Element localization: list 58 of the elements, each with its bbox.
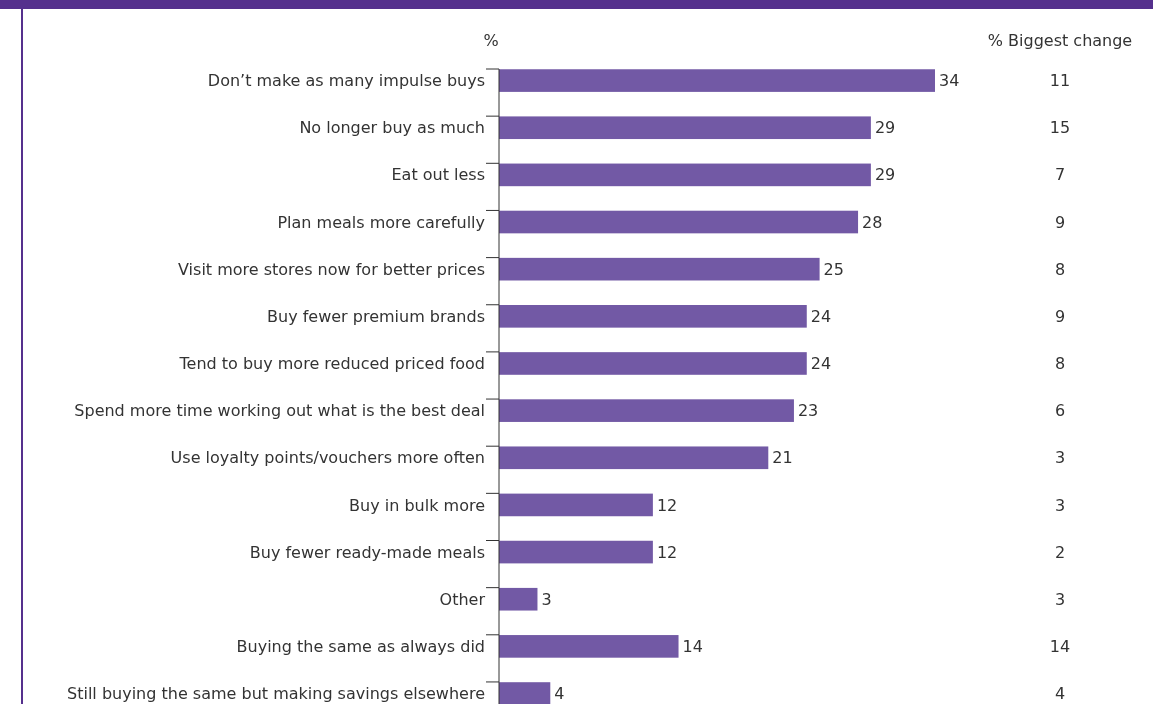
text: 8 <box>1054 259 1066 279</box>
text: 11 <box>1049 71 1071 91</box>
text: 6 <box>1054 401 1066 421</box>
bar <box>499 352 807 375</box>
y-tick-label: Tend to buy more reduced priced food <box>178 354 485 374</box>
data-label: 12 <box>656 542 678 562</box>
text: 9 <box>1054 212 1066 232</box>
y-tick-label: Buying the same as always did <box>236 636 485 656</box>
x-axis-title: % <box>483 30 499 50</box>
y-tick-label: Buy in bulk more <box>349 495 485 515</box>
bar <box>499 587 538 611</box>
data-label: 14 <box>682 636 703 656</box>
data-label: 28 <box>862 212 883 232</box>
text: 15 <box>1049 118 1071 138</box>
text: 3 <box>1054 448 1066 468</box>
data-label: 24 <box>810 306 832 326</box>
bar <box>499 163 871 187</box>
text: 7 <box>1054 165 1066 185</box>
bar <box>499 210 859 234</box>
bar <box>499 305 807 328</box>
text: 9 <box>1054 306 1066 326</box>
data-label: 25 <box>823 259 844 279</box>
data-label: 24 <box>810 354 832 374</box>
data-label: 29 <box>874 118 896 138</box>
bar <box>499 399 794 422</box>
y-tick-label: No longer buy as much <box>299 118 485 138</box>
y-tick-label: Visit more stores now for better prices <box>178 259 485 279</box>
text: 4 <box>1054 684 1066 704</box>
y-tick-label: Buy fewer premium brands <box>267 306 485 326</box>
y-tick-label: Still buying the same but making savings elsewhere <box>67 684 485 704</box>
data-label: 4 <box>554 684 565 704</box>
bar <box>499 540 653 564</box>
text: 3 <box>1054 589 1066 609</box>
text: 14 <box>1049 636 1071 656</box>
bar <box>499 446 769 470</box>
text: % Biggest change <box>987 30 1133 50</box>
y-tick-label: Eat out less <box>391 165 485 185</box>
bar <box>499 257 820 281</box>
data-label: 3 <box>541 589 552 609</box>
data-label: 23 <box>797 401 819 421</box>
y-tick-label: Other <box>439 589 486 609</box>
y-tick-label: Buy fewer ready-made meals <box>249 542 485 562</box>
y-tick-label: Use loyalty points/vouchers more often <box>170 448 485 468</box>
y-tick-label: Don’t make as many impulse buys <box>207 71 485 91</box>
bar <box>499 682 551 704</box>
text: 8 <box>1054 354 1066 374</box>
text: 2 <box>1054 542 1066 562</box>
data-label: 21 <box>772 448 793 468</box>
y-tick-label: Plan meals more carefully <box>277 212 485 232</box>
y-tick-label: Spend more time working out what is the best deal <box>74 401 485 421</box>
data-label: 29 <box>874 165 896 185</box>
bar <box>499 116 871 140</box>
bar <box>499 493 653 517</box>
text: 3 <box>1054 495 1066 515</box>
data-label: 34 <box>939 71 960 91</box>
bar <box>499 69 935 92</box>
data-label: 12 <box>656 495 678 515</box>
bar <box>499 635 679 658</box>
